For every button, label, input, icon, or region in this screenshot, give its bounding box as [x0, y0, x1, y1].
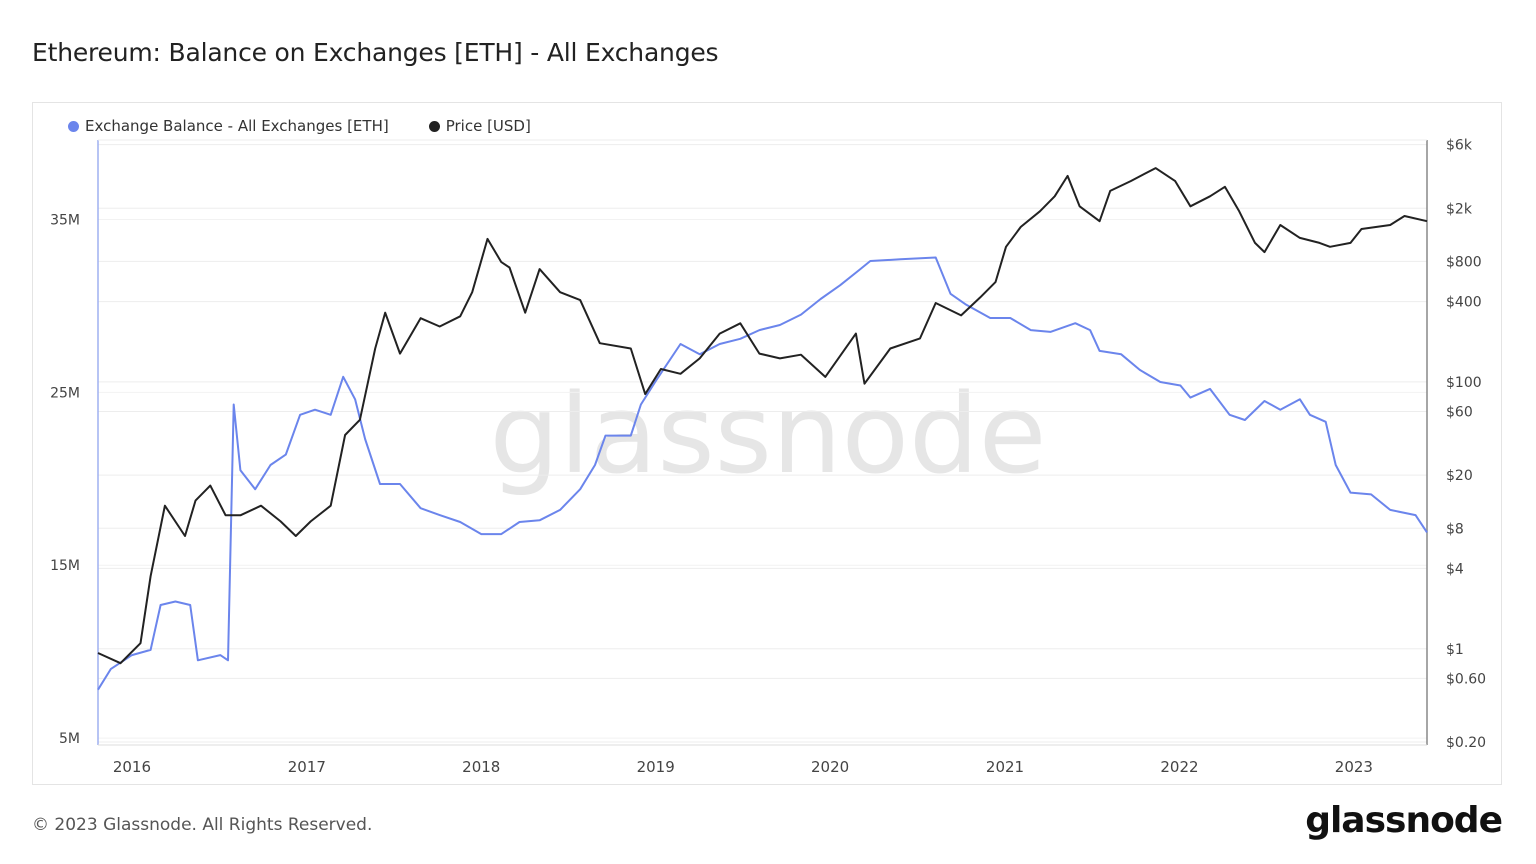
y-right-tick-label: $400 — [1446, 295, 1482, 311]
y-right-tick-label: $2k — [1446, 201, 1473, 217]
watermark: glassnode — [490, 370, 1047, 498]
y-left-tick-label: 15M — [50, 558, 80, 574]
x-tick-label: 2023 — [1335, 758, 1373, 776]
y-right-tick-label: $0.60 — [1446, 671, 1486, 687]
x-tick-label: 2016 — [113, 758, 151, 776]
y-left-tick-label: 35M — [50, 213, 80, 229]
exchange-balance-line — [97, 256, 1428, 691]
x-tick-label: 2020 — [811, 758, 849, 776]
legend-dot-blue-icon — [68, 120, 79, 132]
y-right-tick-label: $800 — [1446, 254, 1482, 270]
chart-panel — [32, 102, 1502, 785]
y-right-tick-label: $100 — [1446, 375, 1482, 391]
y-left-tick-label: 5M — [59, 731, 80, 747]
x-tick-label: 2018 — [462, 758, 500, 776]
y-right-tick-label: $0.20 — [1446, 735, 1486, 751]
legend: Exchange Balance - All Exchanges [ETH] P… — [68, 117, 531, 135]
price-line — [97, 167, 1428, 665]
legend-label: Price [USD] — [445, 117, 531, 135]
legend-dot-black-icon — [428, 120, 440, 132]
y-right-tick-label: $60 — [1446, 405, 1473, 421]
legend-item-exchange-balance[interactable]: Exchange Balance - All Exchanges [ETH] — [68, 117, 389, 135]
y-right-tick-label: $8 — [1446, 521, 1464, 537]
y-left-tick-label: 25M — [50, 385, 80, 401]
x-tick-label: 2021 — [986, 758, 1024, 776]
x-tick-label: 2017 — [288, 758, 326, 776]
legend-item-price[interactable]: Price [USD] — [428, 117, 531, 135]
y-right-tick-label: $4 — [1446, 561, 1464, 577]
copyright: © 2023 Glassnode. All Rights Reserved. — [32, 815, 373, 835]
x-tick-label: 2019 — [637, 758, 675, 776]
glassnode-logo: glassnode — [1305, 800, 1503, 841]
y-right-tick-label: $20 — [1446, 468, 1473, 484]
chart-title: Ethereum: Balance on Exchanges [ETH] - A… — [32, 38, 719, 67]
x-tick-label: 2022 — [1160, 758, 1198, 776]
legend-label: Exchange Balance - All Exchanges [ETH] — [85, 117, 389, 135]
y-right-tick-label: $6k — [1446, 138, 1473, 154]
y-right-tick-label: $1 — [1446, 642, 1464, 658]
